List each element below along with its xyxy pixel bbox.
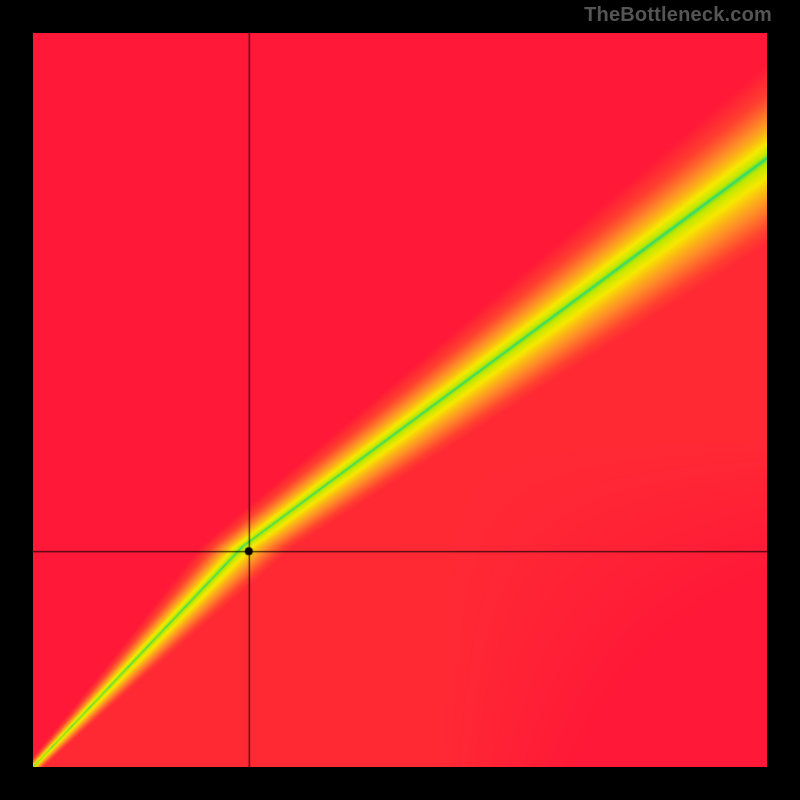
heatmap-plot (33, 33, 767, 767)
crosshair-overlay (33, 33, 767, 767)
watermark-text: TheBottleneck.com (584, 4, 772, 27)
chart-container: TheBottleneck.com (0, 0, 800, 800)
